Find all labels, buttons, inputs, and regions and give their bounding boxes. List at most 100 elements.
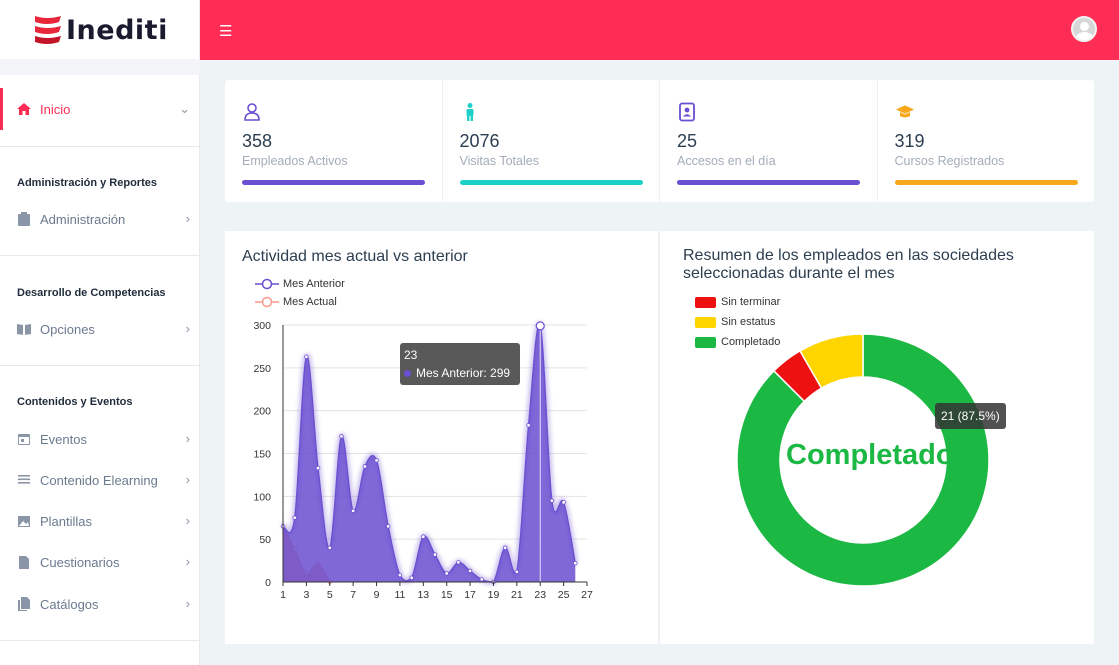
x-tick-label: 1: [280, 589, 286, 601]
legend-line-marker: [255, 278, 279, 290]
legend-swatch: [695, 296, 716, 308]
legend-item-sin-estatus[interactable]: Sin estatus: [695, 316, 775, 328]
x-tick-label: 15: [441, 589, 453, 601]
legend-line-marker: [255, 296, 279, 308]
activity-chart-card: Actividad mes actual vs anterior Mes Ant…: [225, 231, 659, 644]
chevron-right-icon: ›: [185, 321, 190, 336]
data-point[interactable]: [374, 458, 379, 463]
data-point[interactable]: [549, 498, 555, 503]
data-point[interactable]: [432, 552, 438, 557]
list-icon: [18, 475, 30, 484]
y-tick-label: 50: [259, 534, 271, 546]
x-tick-label: 23: [534, 589, 546, 601]
data-point[interactable]: [304, 354, 309, 359]
data-point[interactable]: [327, 545, 332, 550]
sidebar-item-catalogos[interactable]: Catálogos ›: [0, 583, 200, 625]
sidebar-item-administracion[interactable]: Administración ›: [0, 198, 200, 240]
data-point[interactable]: [339, 434, 344, 439]
sidebar-item-opciones[interactable]: Opciones ›: [0, 308, 200, 350]
document-icon: [19, 556, 29, 569]
stat-progress-bar: [242, 180, 425, 185]
donut-tooltip: 21 (87.5%): [935, 403, 1006, 429]
sidebar-item-inicio[interactable]: Inicio ⌄: [0, 88, 200, 130]
stat-card: 319 Cursos Registrados: [878, 80, 1095, 202]
stat-card: 25 Accesos en el día: [660, 80, 878, 202]
stat-progress-bar: [459, 180, 643, 185]
user-icon: [244, 103, 260, 121]
legend-label: Sin terminar: [721, 296, 781, 308]
calendar-icon: [18, 434, 30, 445]
x-tick-label: 21: [511, 589, 523, 601]
stat-label: Visitas Totales: [459, 154, 539, 168]
tooltip-series-dot: [404, 369, 411, 377]
x-tick-label: 3: [303, 589, 309, 601]
summary-chart-title: Resumen de los empleados en las sociedad…: [683, 247, 1014, 282]
data-point[interactable]: [514, 569, 520, 574]
data-point[interactable]: [479, 577, 484, 582]
graduation-cap-icon: [895, 105, 914, 118]
y-tick-label: 300: [253, 320, 271, 332]
stats-panel: 358 Empleados Activos 2076 Visitas Total…: [225, 80, 1094, 202]
legend-item-completado[interactable]: Completado: [695, 336, 780, 348]
data-point[interactable]: [561, 500, 566, 505]
section-heading: Contenidos y Eventos: [17, 396, 133, 408]
legend-swatch: [695, 336, 716, 348]
data-point[interactable]: [444, 571, 449, 576]
donut-center-label: Completado: [786, 439, 954, 471]
tooltip-text: Mes Anterior: 299: [416, 366, 511, 380]
sidebar-item-eventos[interactable]: Eventos ›: [0, 418, 200, 460]
chevron-right-icon: ›: [185, 554, 190, 569]
chevron-right-icon: ›: [185, 513, 190, 528]
donut-slice-completado[interactable]: [736, 333, 990, 587]
data-point[interactable]: [397, 572, 403, 578]
data-point[interactable]: [292, 515, 297, 520]
y-tick-label: 0: [265, 577, 271, 589]
top-navbar: ☰: [200, 0, 1119, 60]
sidebar-item-label: Catálogos: [40, 596, 99, 612]
legend-item-mes-anterior[interactable]: Mes Anterior: [255, 278, 345, 290]
legend-item-sin-terminar[interactable]: Sin terminar: [695, 296, 780, 308]
home-icon: [17, 103, 31, 115]
data-point[interactable]: [526, 423, 531, 428]
sidebar-item-label: Plantillas: [40, 513, 93, 529]
sidebar-item-label: Contenido Elearning: [40, 472, 158, 488]
data-point[interactable]: [421, 534, 426, 539]
logo-divider: [0, 59, 200, 75]
data-point[interactable]: [502, 545, 508, 550]
y-tick-label: 100: [253, 491, 271, 503]
data-point[interactable]: [409, 575, 414, 580]
data-point[interactable]: [350, 508, 356, 514]
chevron-right-icon: ›: [185, 472, 190, 487]
activity-chart-title: Actividad mes actual vs anterior: [242, 248, 468, 265]
divider: [0, 146, 200, 147]
data-point[interactable]: [573, 560, 578, 566]
stat-label: Cursos Registrados: [894, 154, 1005, 168]
donut-slice-sin-estatus[interactable]: [798, 333, 864, 390]
avatar[interactable]: [1071, 16, 1097, 42]
stat-progress-bar: [894, 180, 1078, 185]
summary-donut-chart[interactable]: [660, 231, 1094, 644]
sidebar-item-cuestionarios[interactable]: Cuestionarios ›: [0, 541, 200, 583]
sidebar-item-plantillas[interactable]: Plantillas ›: [0, 500, 200, 542]
stat-label: Empleados Activos: [242, 154, 348, 168]
data-point[interactable]: [315, 465, 321, 471]
legend-swatch: [695, 316, 716, 328]
menu-icon[interactable]: ☰: [219, 23, 233, 40]
data-point[interactable]: [467, 568, 473, 574]
admin-icon: [18, 212, 30, 226]
chart-tooltip: 23 Mes Anterior: 299: [400, 343, 520, 385]
brand-name: Inediti: [66, 14, 168, 46]
highlighted-data-point[interactable]: [535, 321, 545, 331]
legend-item-mes-actual[interactable]: Mes Actual: [255, 296, 337, 308]
documents-icon: [18, 597, 30, 611]
legend-label: Mes Actual: [283, 296, 337, 308]
brand-logo[interactable]: Inediti: [0, 0, 199, 60]
data-point[interactable]: [362, 464, 368, 469]
y-tick-label: 200: [253, 406, 271, 418]
sidebar-item-contenido-elearning[interactable]: Contenido Elearning ›: [0, 459, 200, 501]
stat-card: 2076 Visitas Totales: [443, 80, 660, 202]
data-point[interactable]: [456, 560, 461, 565]
data-point[interactable]: [386, 524, 391, 529]
y-tick-label: 150: [253, 449, 271, 461]
